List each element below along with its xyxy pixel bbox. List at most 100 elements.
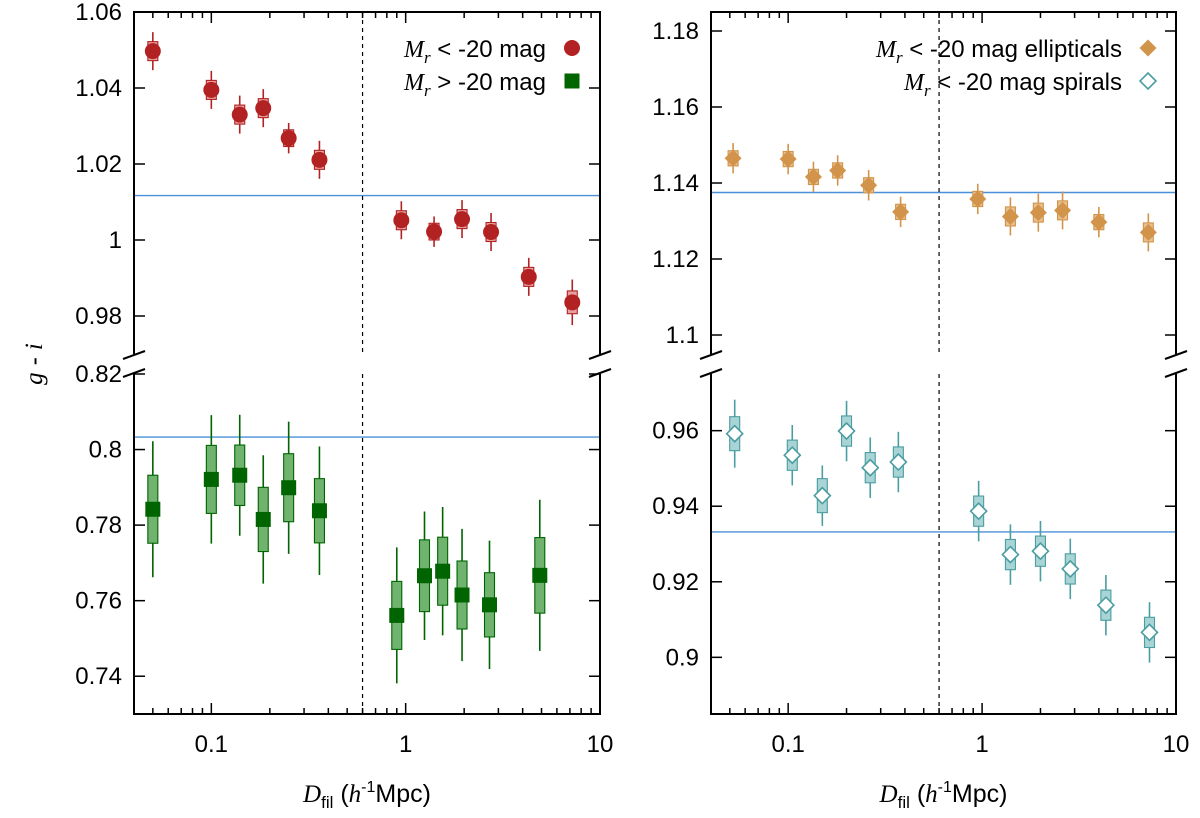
x-tick-label: 1: [399, 731, 412, 758]
y-axis-title: g - i: [20, 343, 48, 385]
axis-frame: [133, 11, 601, 354]
x-tick-label: 10: [587, 731, 614, 758]
x-axis-title: Dfil (h-1Mpc): [302, 779, 431, 812]
subplot-right-lower: 0.9 0.92 0.94 0.96: [652, 374, 1177, 715]
legend-marker: [1138, 71, 1158, 91]
data-point: [725, 424, 744, 443]
y-tick-label: 0.98: [75, 303, 122, 330]
axis-break-mark: [588, 368, 612, 378]
y-tick-label: 0.96: [652, 418, 699, 445]
y-tick-label: 1.16: [652, 94, 699, 121]
data-point: [564, 294, 581, 311]
data-point: [203, 471, 219, 487]
data-point: [804, 168, 822, 186]
y-tick-label: 0.82: [75, 361, 122, 388]
series-m-r-20-mag-spirals: [725, 399, 1159, 663]
data-point: [1140, 623, 1159, 642]
data-point: [416, 568, 432, 584]
data-point: [435, 563, 451, 579]
data-point: [255, 511, 271, 527]
axis-break-mark: [1164, 350, 1188, 360]
series-m-r-20-mag: [144, 32, 581, 326]
data-point: [520, 268, 537, 285]
legend-label: Mr < -20 mag ellipticals: [875, 36, 1122, 67]
legend-marker: [564, 40, 580, 56]
chart-panel-left: 0.98 1 1.02 1.04 1.06 0.74 0.76 0.78 0.8 0.82 0.1 1…: [20, 0, 613, 812]
legend-marker: [1139, 39, 1157, 57]
y-tick-label: 1.1: [666, 322, 699, 349]
subplot-left-lower: 0.74 0.76 0.78 0.8 0.82: [75, 361, 601, 715]
x-tick-label: 0.1: [771, 731, 804, 758]
data-point: [861, 458, 880, 477]
y-tick-label: 1.04: [75, 75, 122, 102]
data-point: [829, 161, 847, 179]
legend-label: Mr > -20 mag: [403, 69, 546, 100]
data-point: [969, 190, 987, 208]
x-tick-label: 0.1: [195, 731, 228, 758]
axis-break-mark: [588, 350, 612, 360]
data-point: [1061, 559, 1080, 579]
data-point: [892, 203, 910, 221]
data-point: [1001, 207, 1019, 225]
legend-label: Mr < -20 mag: [403, 36, 546, 67]
legend-label: Mr < -20 mag spirals: [903, 69, 1122, 100]
data-point: [1054, 201, 1072, 219]
data-point: [232, 467, 248, 483]
y-tick-label: 1.06: [75, 0, 122, 26]
axis-break-mark: [699, 350, 723, 360]
y-tick-label: 0.74: [75, 663, 122, 690]
axis-break-mark: [122, 350, 146, 360]
axis-frame: [710, 374, 1177, 715]
y-tick-label: 1.14: [652, 170, 699, 197]
data-point: [724, 149, 742, 167]
data-point: [1001, 545, 1020, 564]
axis-frame: [133, 374, 601, 715]
data-point: [145, 501, 161, 517]
y-tick-label: 0.76: [75, 588, 122, 615]
data-point: [1031, 542, 1050, 561]
x-tick-label: 1: [975, 731, 988, 758]
data-point: [813, 486, 832, 505]
data-point: [483, 224, 500, 241]
chart-panel-right: 1.1 1.12 1.14 1.16 1.18 0.9 0.92 0.94 0.96 0.1 1 10…: [652, 11, 1190, 812]
legend-marker: [564, 73, 580, 89]
data-point: [454, 211, 471, 228]
axis-break-mark: [1164, 368, 1188, 378]
y-tick-label: 0.9: [666, 644, 699, 671]
y-tick-label: 0.92: [652, 569, 699, 596]
series-m-r-20-mag: [145, 414, 548, 684]
y-tick-label: 0.94: [652, 493, 699, 520]
y-tick-label: 1.02: [75, 151, 122, 178]
data-point: [280, 130, 297, 147]
data-point: [311, 151, 328, 168]
data-point: [889, 452, 908, 472]
data-point: [311, 503, 327, 519]
data-point: [1090, 213, 1108, 231]
subplot-left-upper: 0.98 1 1.02 1.04 1.06: [75, 0, 601, 354]
data-point: [779, 150, 797, 168]
y-tick-label: 1: [109, 227, 122, 254]
subplot-right-upper: 1.1 1.12 1.14 1.16 1.18: [652, 11, 1177, 354]
data-point: [532, 567, 548, 583]
data-point: [426, 223, 443, 240]
data-point: [837, 421, 856, 441]
data-point: [1139, 223, 1157, 241]
data-point: [144, 43, 161, 60]
data-point: [255, 100, 272, 117]
data-point: [481, 597, 497, 613]
axis-break-mark: [122, 368, 146, 378]
data-point: [860, 176, 878, 194]
y-tick-label: 1.18: [652, 18, 699, 45]
data-point: [389, 607, 405, 623]
data-point: [231, 106, 248, 123]
x-axis-title: Dfil (h-1Mpc): [879, 779, 1008, 812]
data-point: [203, 81, 220, 98]
data-point: [1096, 596, 1116, 615]
data-point: [281, 480, 297, 496]
x-tick-label: 10: [1163, 731, 1190, 758]
y-tick-label: 0.78: [75, 512, 122, 539]
axis-break-mark: [699, 368, 723, 378]
data-point: [1029, 204, 1047, 222]
